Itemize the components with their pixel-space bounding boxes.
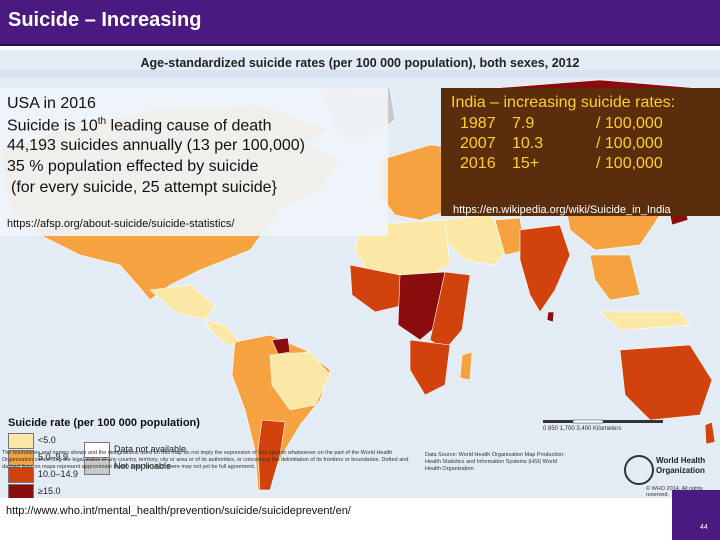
usa-annual-count: 44,193 suicides annually (13 per 100,000… (7, 137, 305, 154)
slide-title: Suicide – Increasing (8, 9, 202, 31)
usa-rank-post: leading cause of death (106, 117, 272, 135)
legend-label-no-data: Data not available (114, 444, 187, 454)
legend-label-not-applicable: Not applicable (114, 461, 172, 471)
india-stats-panel: India – increasing suicide rates: 1987 7… (441, 88, 720, 216)
wikipedia-link[interactable]: https://en.wikipedia.org/wiki/Suicide_in… (453, 204, 671, 216)
usa-rank-sup: th (97, 116, 107, 127)
usa-population-effect: 35 % population effected by suicide (7, 158, 259, 175)
usa-rank-pre: Suicide is 10 (7, 117, 98, 135)
india-year: 2016 (460, 155, 496, 172)
title-bar: Suicide – Increasing (0, 0, 720, 46)
india-year: 2007 (460, 135, 496, 152)
usa-rank-line: Suicide is 10th leading cause of death (7, 116, 272, 135)
afsp-link[interactable]: https://afsp.org/about-suicide/suicide-s… (7, 218, 235, 230)
legend-swatch-no-data (84, 442, 110, 458)
argentina-shape (257, 419, 286, 491)
australia-shape (619, 344, 713, 421)
map-disclaimer: The boundaries and names shown and the d… (2, 450, 409, 470)
who-name-line2: Organization (656, 466, 705, 475)
india-rate: 15+ (512, 155, 540, 172)
india-year: 1987 (460, 115, 496, 132)
data-source-credits: Data Source: World Health Organization M… (425, 452, 565, 472)
legend-swatch-not-applicable (84, 459, 110, 475)
india-unit: / 100,000 (596, 135, 663, 152)
who-link[interactable]: http://www.who.int/mental_health/prevent… (6, 505, 351, 517)
legend-swatch-5-10 (8, 450, 34, 466)
india-heading: India – increasing suicide rates: (451, 94, 676, 111)
india-rate: 10.3 (512, 135, 544, 152)
legend-label-5-10: 5.0–9.9 (38, 452, 69, 462)
who-name-line1: World Health (656, 456, 706, 465)
southeast-asia-shape (589, 254, 641, 301)
page-number-box (672, 490, 720, 540)
usa-heading: USA in 2016 (7, 95, 96, 112)
india-shape (519, 224, 571, 313)
usa-stats-panel: USA in 2016 Suicide is 10th leading caus… (0, 88, 388, 236)
west-africa-shape (349, 264, 406, 313)
india-unit: / 100,000 (596, 115, 663, 132)
legend-title: Suicide rate (per 100 000 population) (8, 417, 200, 429)
india-unit: / 100,000 (596, 155, 663, 172)
legend-label-10-15: 10.0–14.9 (38, 469, 79, 479)
legend-swatch-lt5 (8, 433, 34, 449)
page-number: 44 (700, 524, 708, 531)
scale-bar-label: 0 850 1,700 3,400 Kilometers (543, 426, 622, 432)
map-heading: Age-standardized suicide rates (per 100 … (140, 56, 580, 70)
legend-label-lt5: <5.0 (38, 435, 56, 445)
legend-swatch-ge15 (8, 484, 34, 498)
who-wordmark: World Health Organization (656, 456, 705, 476)
indonesia-shape (599, 311, 691, 331)
usa-attempt-ratio: (for every suicide, 25 attempt suicide} (11, 179, 277, 196)
india-rate: 7.9 (512, 115, 535, 132)
new-zealand-shape (704, 421, 716, 445)
central-america-shape (204, 319, 241, 347)
legend-label-ge15: ≥15.0 (38, 486, 61, 496)
who-copyright: © WHO 2014. All rights reserved. (646, 486, 703, 498)
legend-swatch-10-15 (8, 467, 34, 483)
brazil-shape (269, 351, 331, 411)
east-africa-shape (429, 271, 471, 351)
sri-lanka-shape (546, 311, 555, 323)
southern-africa-shape (409, 339, 451, 396)
madagascar-shape (459, 351, 473, 381)
mexico-shape (149, 284, 216, 321)
guyana-shape (271, 337, 291, 355)
who-logo-icon (624, 455, 654, 485)
